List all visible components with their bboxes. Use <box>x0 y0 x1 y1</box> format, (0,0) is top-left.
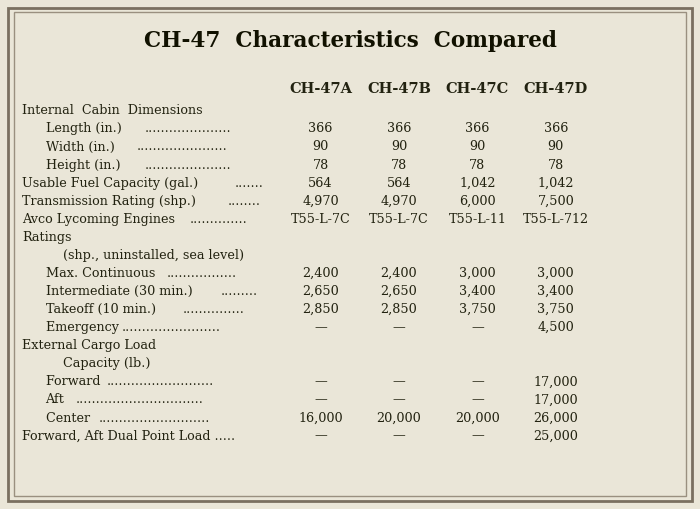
Text: Transmission Rating (shp.): Transmission Rating (shp.) <box>22 195 200 208</box>
Text: 90: 90 <box>469 140 486 154</box>
Text: 564: 564 <box>386 177 411 190</box>
Text: 7,500: 7,500 <box>538 195 574 208</box>
Text: Takeoff (10 min.): Takeoff (10 min.) <box>46 303 160 316</box>
Text: —: — <box>393 430 405 443</box>
Text: ...........................: ........................... <box>99 411 210 425</box>
Text: ..........................: .......................... <box>106 375 214 388</box>
Text: Length (in.): Length (in.) <box>46 123 125 135</box>
Text: 3,000: 3,000 <box>459 267 496 280</box>
Text: Width (in.): Width (in.) <box>46 140 118 154</box>
Text: 4,500: 4,500 <box>538 321 574 334</box>
Text: T55-L-7C: T55-L-7C <box>369 213 429 226</box>
Text: 25,000: 25,000 <box>533 430 578 443</box>
Text: 26,000: 26,000 <box>533 411 578 425</box>
Text: .....................: ..................... <box>144 123 231 135</box>
Text: Aft: Aft <box>46 393 69 407</box>
Text: 78: 78 <box>391 158 407 172</box>
Text: CH-47C: CH-47C <box>446 82 509 97</box>
Text: T55-L-7C: T55-L-7C <box>290 213 351 226</box>
Text: 1,042: 1,042 <box>459 177 496 190</box>
Text: 2,650: 2,650 <box>381 285 417 298</box>
Text: 78: 78 <box>547 158 564 172</box>
Text: 3,000: 3,000 <box>538 267 574 280</box>
Text: —: — <box>314 375 327 388</box>
Text: Usable Fuel Capacity (gal.): Usable Fuel Capacity (gal.) <box>22 177 203 190</box>
Text: 4,970: 4,970 <box>381 195 417 208</box>
Text: 90: 90 <box>547 140 564 154</box>
Text: 4,970: 4,970 <box>302 195 339 208</box>
Text: 17,000: 17,000 <box>533 375 578 388</box>
Text: 2,650: 2,650 <box>302 285 339 298</box>
Text: 2,400: 2,400 <box>381 267 417 280</box>
Text: .................: ................. <box>167 267 237 280</box>
Text: —: — <box>314 321 327 334</box>
Text: Emergency: Emergency <box>46 321 122 334</box>
Text: —: — <box>471 430 484 443</box>
Text: 2,400: 2,400 <box>302 267 339 280</box>
Text: —: — <box>471 321 484 334</box>
Text: T55-L-712: T55-L-712 <box>523 213 589 226</box>
Text: ......................: ...................... <box>136 140 228 154</box>
Text: Capacity (lb.): Capacity (lb.) <box>63 357 150 371</box>
Text: 90: 90 <box>312 140 329 154</box>
Text: Max. Continuous: Max. Continuous <box>46 267 159 280</box>
Text: 6,000: 6,000 <box>459 195 496 208</box>
Text: T55-L-11: T55-L-11 <box>449 213 506 226</box>
Text: ........................: ........................ <box>122 321 220 334</box>
Text: Forward, Aft Dual Point Load .....: Forward, Aft Dual Point Load ..... <box>22 430 235 443</box>
Text: —: — <box>393 321 405 334</box>
Text: 17,000: 17,000 <box>533 393 578 407</box>
Text: Height (in.): Height (in.) <box>46 158 124 172</box>
Text: 3,400: 3,400 <box>459 285 496 298</box>
Text: Forward: Forward <box>46 375 104 388</box>
Text: —: — <box>314 393 327 407</box>
Text: 3,750: 3,750 <box>459 303 496 316</box>
Text: External Cargo Load: External Cargo Load <box>22 339 157 352</box>
Text: 78: 78 <box>312 158 329 172</box>
Text: .......: ....... <box>235 177 264 190</box>
Text: 3,750: 3,750 <box>538 303 574 316</box>
Text: .....................: ..................... <box>144 158 231 172</box>
Text: ........: ........ <box>228 195 260 208</box>
Text: CH-47  Characteristics  Compared: CH-47 Characteristics Compared <box>144 30 556 51</box>
Text: ...............................: ............................... <box>76 393 204 407</box>
Text: Avco Lycoming Engines: Avco Lycoming Engines <box>22 213 179 226</box>
Text: Intermediate (30 min.): Intermediate (30 min.) <box>46 285 196 298</box>
Text: 366: 366 <box>309 123 332 135</box>
Text: (shp., uninstalled, sea level): (shp., uninstalled, sea level) <box>63 249 244 262</box>
Text: CH-47A: CH-47A <box>289 82 352 97</box>
Text: 90: 90 <box>391 140 407 154</box>
Text: —: — <box>314 430 327 443</box>
Text: —: — <box>471 375 484 388</box>
Text: 20,000: 20,000 <box>377 411 421 425</box>
Text: CH-47B: CH-47B <box>367 82 431 97</box>
Text: CH-47D: CH-47D <box>524 82 588 97</box>
Text: Internal  Cabin  Dimensions: Internal Cabin Dimensions <box>22 104 203 118</box>
Text: —: — <box>471 393 484 407</box>
Text: 2,850: 2,850 <box>302 303 339 316</box>
Text: ...............: ............... <box>182 303 244 316</box>
Text: 20,000: 20,000 <box>455 411 500 425</box>
Text: ..............: .............. <box>190 213 247 226</box>
Text: —: — <box>393 375 405 388</box>
Text: —: — <box>393 393 405 407</box>
Text: 564: 564 <box>309 177 333 190</box>
Text: 78: 78 <box>469 158 486 172</box>
Text: 1,042: 1,042 <box>538 177 574 190</box>
Text: 16,000: 16,000 <box>298 411 343 425</box>
Text: Ratings: Ratings <box>22 231 72 244</box>
Text: Center: Center <box>46 411 94 425</box>
Text: 3,400: 3,400 <box>538 285 574 298</box>
Text: 366: 366 <box>466 123 489 135</box>
Text: 366: 366 <box>544 123 568 135</box>
Text: .........: ......... <box>220 285 258 298</box>
Text: 366: 366 <box>387 123 411 135</box>
Text: 2,850: 2,850 <box>381 303 417 316</box>
